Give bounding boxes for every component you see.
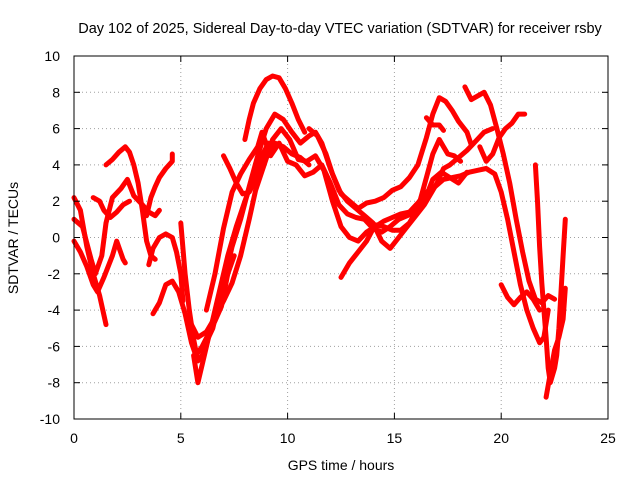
x-tick-label: 25 xyxy=(600,430,616,446)
x-tick-label: 20 xyxy=(493,430,509,446)
series-track-19 xyxy=(477,111,528,164)
x-axis-label: GPS time / hours xyxy=(288,457,395,473)
x-tick-label: 15 xyxy=(387,430,403,446)
y-tick-label: 0 xyxy=(52,230,60,246)
y-tick-label: -10 xyxy=(40,411,60,427)
series-track-22 xyxy=(543,285,568,400)
y-tick-label: -8 xyxy=(48,375,61,391)
series-track-12 xyxy=(203,129,470,313)
chart-title: Day 102 of 2025, Sidereal Day-to-day VTE… xyxy=(78,21,602,37)
y-tick-label: 6 xyxy=(52,121,60,137)
series-track-17 xyxy=(423,115,446,133)
y-tick-label: 2 xyxy=(52,193,60,209)
y-tick-label: 8 xyxy=(52,84,60,100)
x-tick-label: 10 xyxy=(280,430,296,446)
y-tick-label: 4 xyxy=(52,157,60,173)
axis-ticks: 0 5 10 15 20 25 -10 -8 -6 -4 -2 0 2 4 6 8 10 xyxy=(40,48,616,446)
series-track-15 xyxy=(306,95,474,211)
series-track-6 xyxy=(144,151,175,219)
series-track-7 xyxy=(146,231,186,304)
data-series xyxy=(71,73,568,400)
y-tick-label: -6 xyxy=(48,338,61,354)
x-tick-label: 5 xyxy=(177,430,185,446)
x-tick-label: 0 xyxy=(70,430,78,446)
series-track-14 xyxy=(242,73,308,142)
series-track-2 xyxy=(71,238,128,295)
series-track-18 xyxy=(462,84,558,306)
grid xyxy=(74,56,608,419)
y-axis-label: SDTVAR / TECUs xyxy=(5,182,21,294)
y-tick-label: 10 xyxy=(44,48,60,64)
series-track-4 xyxy=(90,195,132,220)
series-track-5 xyxy=(103,144,158,262)
series-track-20 xyxy=(498,282,543,313)
y-tick-label: -4 xyxy=(48,302,61,318)
y-tick-label: -2 xyxy=(48,266,61,282)
series-track-16 xyxy=(338,137,464,280)
series-track-13 xyxy=(221,140,312,197)
